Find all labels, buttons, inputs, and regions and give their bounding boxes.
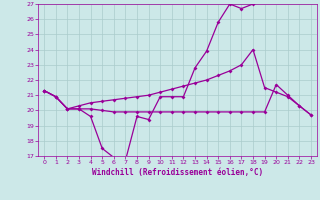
X-axis label: Windchill (Refroidissement éolien,°C): Windchill (Refroidissement éolien,°C) [92, 168, 263, 177]
